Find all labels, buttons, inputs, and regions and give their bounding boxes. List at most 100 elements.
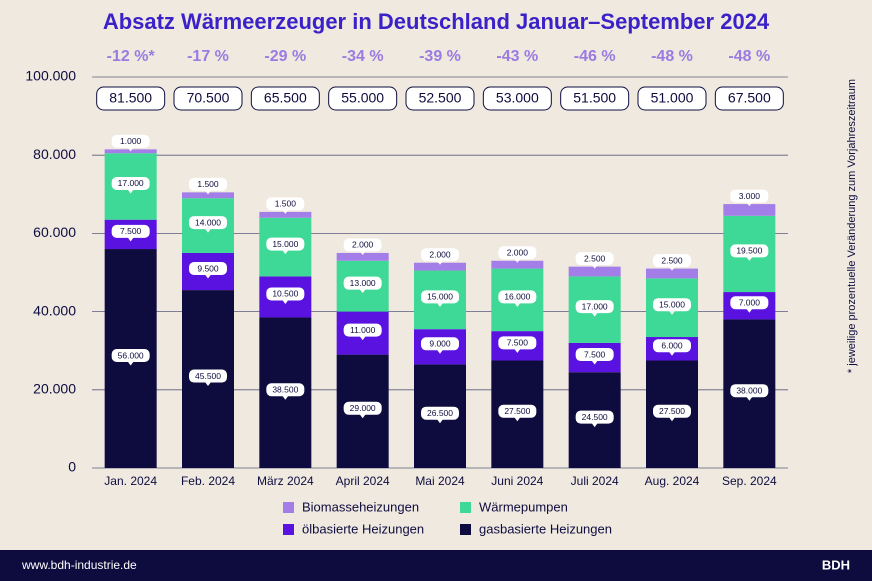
segment-label: 14.000: [195, 217, 221, 227]
x-tick-label: Juli 2024: [571, 474, 619, 488]
segment-label-pointer: [514, 302, 521, 307]
change-label: -43 %: [496, 48, 538, 65]
segment-label-box: [730, 244, 769, 258]
segment-label-box: [421, 337, 459, 351]
segment-label-box: [189, 216, 227, 230]
segment-label-box: [498, 290, 537, 304]
total-box: [405, 86, 475, 111]
segment-label: 17.000: [582, 301, 608, 311]
legend-label: gasbasierte Heizungen: [479, 521, 612, 536]
segment-label-pointer: [591, 423, 598, 428]
segment-label-box: [575, 300, 614, 314]
segment-label-pointer: [591, 312, 598, 317]
segment-label: 13.000: [350, 278, 376, 288]
legend-swatch: [283, 524, 294, 535]
x-tick-label: Aug. 2024: [645, 474, 700, 488]
bar-segment: [491, 260, 544, 269]
segment-label-pointer: [359, 250, 366, 255]
segment-label-box: [266, 287, 305, 301]
segment-label-pointer: [359, 414, 366, 419]
total-label: 70.500: [187, 90, 230, 106]
segment-label: 27.500: [659, 406, 685, 416]
segment-label-pointer: [127, 361, 134, 366]
segment-label: 16.000: [504, 292, 530, 302]
bar-segment: [259, 211, 312, 218]
segment-label-pointer: [746, 308, 753, 313]
segment-label: 2.000: [429, 249, 451, 259]
y-tick-label: 80.000: [33, 146, 76, 162]
segment-label-pointer: [359, 289, 366, 294]
segment-label-box: [266, 383, 305, 397]
segment-label-pointer: [282, 209, 289, 214]
segment-label: 15.000: [272, 239, 298, 249]
x-tick-label: April 2024: [336, 474, 390, 488]
total-box: [96, 86, 166, 111]
segment-label: 1.500: [275, 199, 297, 209]
total-label: 65.500: [264, 90, 307, 106]
x-tick-label: Feb. 2024: [181, 474, 235, 488]
bar-segment: [182, 192, 234, 199]
total-box: [714, 86, 784, 111]
segment-label: 38.500: [272, 384, 298, 394]
segment-label-pointer: [514, 417, 521, 422]
segment-label-pointer: [514, 258, 521, 263]
segment-label-pointer: [437, 349, 443, 354]
total-label: 52.500: [419, 90, 462, 106]
total-box: [637, 86, 707, 111]
y-tick-label: 20.000: [33, 381, 76, 397]
total-box: [482, 86, 552, 111]
segment-label-pointer: [437, 260, 443, 265]
segment-label-box: [575, 410, 614, 424]
total-label: 51.000: [651, 90, 694, 106]
segment-label-pointer: [669, 266, 675, 271]
segment-label: 7.500: [507, 338, 529, 348]
bar-segment: [336, 252, 389, 261]
change-label: -12 %*: [107, 48, 156, 65]
segment-label: 7.000: [739, 297, 761, 307]
segment-label-box: [498, 246, 537, 260]
chart-title: Absatz Wärmeerzeuger in Deutschland Janu…: [103, 9, 770, 34]
segment-label-pointer: [591, 360, 598, 365]
segment-label: 24.500: [582, 412, 608, 422]
segment-label-box: [189, 369, 227, 383]
bar-segment: [414, 262, 466, 271]
segment-label: 45.500: [195, 371, 221, 381]
segment-label: 56.000: [118, 350, 144, 360]
segment-label-box: [343, 238, 382, 252]
y-tick-label: 100.000: [25, 68, 76, 84]
segment-label-box: [730, 384, 769, 398]
segment-label: 2.500: [584, 253, 606, 263]
total-box: [173, 86, 243, 111]
segment-label: 7.500: [120, 226, 142, 236]
segment-label-pointer: [359, 336, 366, 341]
segment-label-box: [343, 401, 382, 415]
change-label: -29 %: [264, 48, 306, 65]
change-label: -46 %: [574, 48, 616, 65]
segment-label: 2.500: [661, 255, 683, 265]
segment-label-pointer: [746, 396, 753, 401]
segment-label-box: [498, 404, 537, 418]
legend-swatch: [460, 524, 471, 535]
segment-label-box: [421, 248, 459, 262]
segment-label-box: [111, 176, 150, 190]
segment-label-pointer: [669, 417, 675, 422]
segment-label-box: [343, 323, 382, 337]
segment-label-box: [111, 349, 150, 363]
segment-label: 26.500: [427, 408, 453, 418]
x-tick-label: März 2024: [257, 474, 314, 488]
segment-label: 17.000: [118, 178, 144, 188]
segment-label-box: [189, 262, 227, 276]
segment-label-box: [498, 336, 537, 350]
segment-label-box: [266, 197, 305, 211]
segment-label-box: [421, 406, 459, 420]
segment-label: 9.000: [429, 339, 451, 349]
x-tick-label: Jan. 2024: [104, 474, 157, 488]
x-tick-label: Juni 2024: [491, 474, 543, 488]
segment-label: 1.500: [197, 179, 219, 189]
segment-label-box: [653, 254, 691, 268]
total-label: 51.500: [573, 90, 616, 106]
segment-label-pointer: [437, 302, 443, 307]
bar-segment: [723, 204, 776, 216]
change-label: -17 %: [187, 48, 229, 65]
footer-url: www.bdh-industrie.de: [21, 558, 137, 572]
